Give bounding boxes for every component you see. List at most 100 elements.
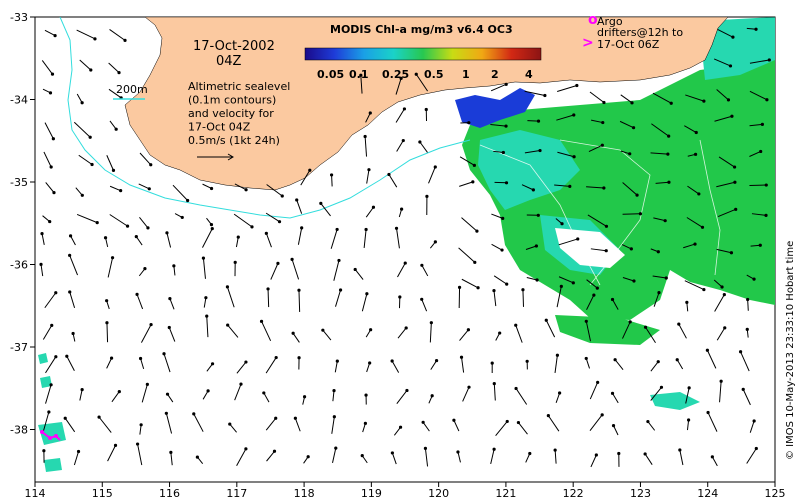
velocity-arrow-head bbox=[456, 450, 460, 454]
velocity-arrow bbox=[622, 321, 631, 339]
velocity-arrow bbox=[396, 140, 404, 152]
velocity-arrow-head bbox=[394, 226, 399, 230]
velocity-arrow bbox=[686, 419, 690, 431]
velocity-arrow-head bbox=[457, 285, 462, 289]
velocity-arrow-head bbox=[505, 419, 509, 424]
velocity-arrow bbox=[547, 415, 560, 432]
chl-patch-southwest-2 bbox=[40, 376, 52, 388]
velocity-arrow-head bbox=[114, 127, 118, 131]
velocity-arrow-head bbox=[192, 412, 196, 416]
velocity-arrow-head bbox=[632, 279, 636, 283]
velocity-arrow bbox=[747, 299, 749, 311]
velocity-arrow-head bbox=[71, 331, 75, 336]
velocity-arrow-head bbox=[89, 68, 93, 72]
velocity-arrow bbox=[742, 389, 751, 406]
velocity-arrow bbox=[361, 293, 368, 312]
velocity-arrow-head bbox=[49, 383, 53, 387]
velocity-arrow-head bbox=[143, 267, 147, 271]
velocity-arrow-head bbox=[490, 361, 494, 365]
y-axis: -33 -34 -35 -36 -37 -38 bbox=[10, 11, 35, 437]
velocity-arrow bbox=[396, 228, 400, 249]
velocity-arrow bbox=[233, 213, 253, 228]
velocity-arrow bbox=[45, 182, 55, 193]
velocity-arrow-head bbox=[693, 242, 697, 246]
velocity-arrow bbox=[334, 361, 338, 373]
velocity-arrow bbox=[557, 84, 577, 93]
velocity-arrow-head bbox=[402, 107, 407, 111]
velocity-arrow-head bbox=[54, 355, 58, 359]
colorbar-label: 4 bbox=[525, 68, 533, 81]
colorbar-title: MODIS Chl-a mg/m3 v6.4 OC3 bbox=[330, 23, 513, 36]
velocity-arrow-head bbox=[572, 155, 576, 159]
velocity-arrow bbox=[106, 155, 114, 171]
velocity-arrow bbox=[588, 144, 603, 153]
velocity-arrow-head bbox=[424, 107, 428, 112]
velocity-arrow-head bbox=[300, 226, 304, 230]
velocity-arrow-head bbox=[555, 353, 560, 357]
velocity-arrow bbox=[135, 236, 143, 246]
velocity-arrow-head bbox=[504, 124, 508, 128]
velocity-arrow-head bbox=[666, 152, 670, 156]
velocity-arrow bbox=[612, 393, 619, 404]
velocity-arrow-head bbox=[264, 231, 268, 235]
velocity-arrow bbox=[490, 123, 507, 127]
velocity-arrow bbox=[430, 360, 437, 370]
velocity-arrow-head bbox=[398, 425, 403, 429]
velocity-arrow-head bbox=[423, 446, 428, 450]
velocity-arrow bbox=[493, 290, 497, 307]
velocity-arrow-head bbox=[535, 278, 539, 282]
annotation-line: (0.1m contours) bbox=[188, 94, 276, 107]
imos-credit: © IMOS 10-May-2013 23:33:10 Hobart time bbox=[785, 241, 796, 460]
velocity-arrow-head bbox=[602, 186, 606, 190]
velocity-arrow bbox=[461, 217, 478, 232]
velocity-arrow-head bbox=[466, 328, 470, 332]
x-tick-label: 122 bbox=[563, 487, 584, 500]
velocity-arrow-head bbox=[575, 83, 579, 88]
velocity-arrow bbox=[108, 62, 120, 74]
velocity-arrow-head bbox=[678, 448, 682, 452]
velocity-arrow bbox=[234, 383, 242, 401]
velocity-arrow-head bbox=[560, 222, 564, 226]
velocity-arrow-head bbox=[420, 297, 424, 301]
velocity-arrow bbox=[749, 90, 768, 101]
velocity-arrow bbox=[518, 422, 528, 435]
velocity-arrow bbox=[69, 291, 76, 309]
velocity-arrow-head bbox=[543, 93, 547, 98]
velocity-arrow bbox=[558, 276, 574, 284]
velocity-arrow-head bbox=[514, 323, 518, 327]
chl-patch-south bbox=[555, 315, 660, 345]
velocity-arrow bbox=[459, 329, 469, 341]
velocity-arrow-head bbox=[119, 189, 123, 193]
velocity-arrow bbox=[234, 183, 247, 191]
velocity-arrow-head bbox=[760, 122, 764, 126]
velocity-arrow-head bbox=[498, 331, 502, 335]
velocity-arrow bbox=[270, 263, 279, 280]
argo-track-point bbox=[40, 430, 44, 434]
velocity-arrow bbox=[236, 448, 247, 466]
velocity-arrow bbox=[291, 259, 300, 280]
velocity-arrow-head bbox=[117, 390, 121, 394]
velocity-arrow-head bbox=[601, 120, 605, 125]
velocity-arrow-head bbox=[228, 422, 232, 426]
velocity-arrow-head bbox=[559, 284, 563, 288]
velocity-arrow bbox=[459, 156, 475, 166]
velocity-arrow-head bbox=[111, 168, 116, 172]
velocity-arrow bbox=[168, 327, 176, 342]
velocity-arrow bbox=[740, 351, 750, 372]
annotation-line: and velocity for bbox=[188, 107, 274, 120]
velocity-arrow-head bbox=[600, 413, 604, 417]
velocity-arrow bbox=[393, 426, 401, 436]
velocity-arrow-head bbox=[710, 455, 714, 459]
velocity-arrow-head bbox=[418, 140, 422, 144]
velocity-arrow bbox=[524, 90, 545, 96]
velocity-arrow bbox=[166, 232, 172, 248]
velocity-arrow bbox=[227, 324, 239, 338]
velocity-arrow-head bbox=[76, 449, 81, 454]
velocity-arrow bbox=[333, 260, 340, 281]
velocity-arrow-head bbox=[677, 322, 681, 326]
velocity-arrow-head bbox=[728, 64, 733, 68]
velocity-arrow bbox=[396, 390, 408, 404]
velocity-arrow-head bbox=[225, 285, 230, 289]
velocity-arrows bbox=[39, 27, 771, 468]
x-tick-label: 120 bbox=[428, 487, 449, 500]
